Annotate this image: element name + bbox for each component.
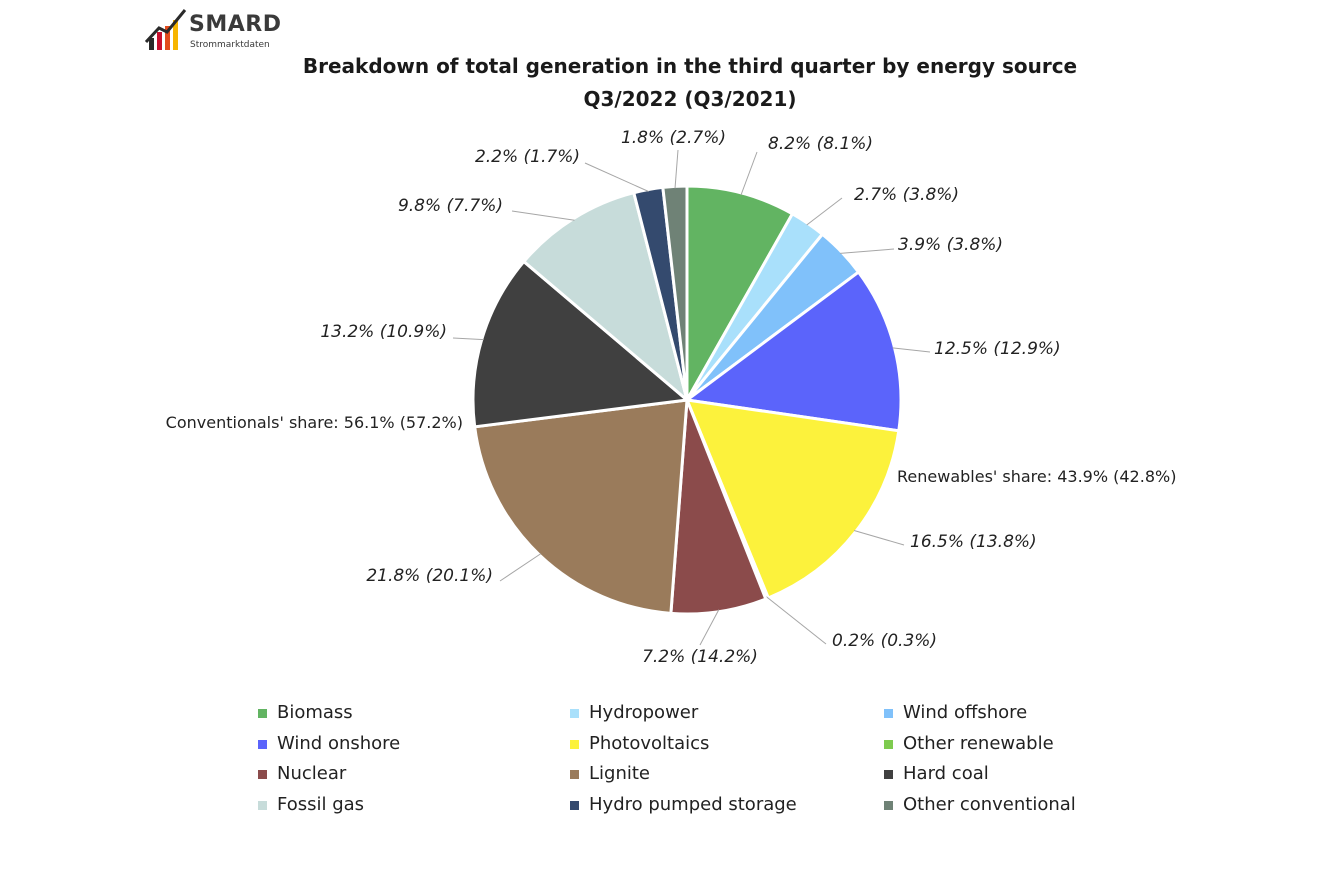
data-label-hydropower: 2.7% (3.8%) [854, 185, 959, 205]
chart-title-line2: Q3/2022 (Q3/2021) [583, 87, 797, 111]
data-label-lignite: 21.8% (20.1%) [366, 566, 493, 586]
legend-swatch [258, 770, 267, 779]
legend-label: Hydro pumped storage [589, 793, 797, 815]
data-label-hydro-pumped-storage: 2.2% (1.7%) [475, 147, 580, 167]
data-label-wind-onshore: 12.5% (12.9%) [934, 339, 1061, 359]
logo-tagline: Strommarktdaten [190, 40, 270, 50]
legend-label: Nuclear [277, 763, 347, 784]
legend-swatch [884, 800, 893, 810]
leader-line-wind-offshore [840, 248, 895, 254]
data-label-nuclear: 7.2% (14.2%) [642, 647, 758, 667]
legend-label: Hard coal [903, 763, 989, 784]
data-label-hard-coal: 13.2% (10.9%) [320, 322, 447, 342]
legend-label: Other conventional [903, 793, 1076, 815]
conventionals-share-annotation: Conventionals' share: 56.1% (57.2%) [166, 413, 463, 432]
data-label-biomass: 8.2% (8.1%) [768, 134, 873, 154]
legend-label: Lignite [589, 763, 650, 784]
legend-label: Hydropower [589, 702, 699, 723]
renewables-share-annotation: Renewables' share: 43.9% (42.8%) [897, 467, 1176, 486]
legend-swatch [884, 770, 893, 779]
chart-title-line1: Breakdown of total generation in the thi… [302, 54, 1078, 78]
legend-swatch [258, 800, 267, 810]
pie-slice-photovoltaics [684, 398, 901, 600]
logo-bars-icon [144, 9, 187, 50]
smard-logo: SMARD Strommarktdaten [144, 8, 285, 54]
legend-label: Photovoltaics [589, 732, 710, 754]
leader-line-fossil-gas [511, 210, 575, 221]
leader-line-other-renewable [765, 596, 827, 645]
data-label-wind-offshore: 3.9% (3.8%) [898, 235, 1003, 255]
leader-line-nuclear [699, 609, 720, 646]
logo-wordmark: SMARD [189, 12, 282, 37]
data-label-other-conventional: 1.8% (2.7%) [621, 128, 726, 148]
legend-swatch [570, 800, 579, 810]
leader-line-hard-coal [452, 337, 484, 341]
leader-line-photovoltaics [853, 529, 905, 546]
chart-title: Breakdown of total generation in the thi… [0, 50, 1334, 116]
leader-line-other-conventional [674, 149, 679, 189]
legend-label: Wind offshore [903, 702, 1028, 723]
legend-label: Wind onshore [277, 732, 401, 754]
legend-label: Other renewable [903, 732, 1054, 754]
leader-line-lignite [499, 553, 542, 582]
legend-swatch [570, 770, 579, 779]
data-label-photovoltaics: 16.5% (13.8%) [910, 532, 1037, 552]
legend-label: Biomass [277, 702, 353, 723]
legend-swatch [884, 709, 893, 718]
data-label-other-renewable: 0.2% (0.3%) [832, 631, 937, 651]
leader-line-biomass [740, 151, 758, 196]
leader-line-hydropower [806, 197, 843, 226]
data-label-fossil-gas: 9.8% (7.7%) [398, 196, 503, 216]
leader-line-wind-onshore [892, 347, 931, 353]
legend-swatch [570, 709, 579, 718]
legend-swatch [570, 739, 579, 749]
legend-swatch [884, 739, 893, 749]
pie-slice-wind-onshore [683, 269, 903, 433]
legend-swatch [258, 709, 267, 718]
pie-slice-lignite [473, 398, 689, 616]
legend-swatch [258, 739, 267, 749]
legend-label: Fossil gas [277, 793, 365, 815]
leader-line-hydro-pumped-storage [584, 162, 649, 192]
